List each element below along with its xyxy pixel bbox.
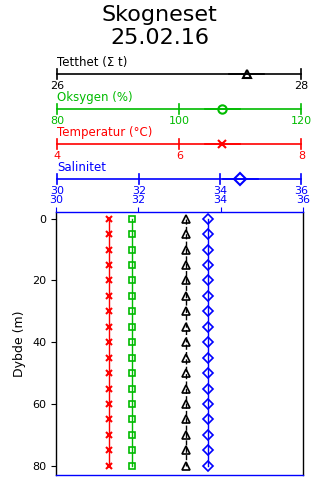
Text: 6: 6	[176, 151, 183, 161]
Text: 80: 80	[50, 116, 64, 126]
Text: 30: 30	[50, 186, 64, 196]
Text: 100: 100	[169, 116, 190, 126]
Text: 25.02.16: 25.02.16	[110, 28, 209, 48]
Text: 28: 28	[294, 81, 308, 91]
Y-axis label: Dybde (m): Dybde (m)	[13, 310, 26, 377]
Text: Tetthet (Σ t): Tetthet (Σ t)	[57, 56, 128, 69]
Text: 8: 8	[298, 151, 305, 161]
Text: 120: 120	[291, 116, 312, 126]
Text: Oksygen (%): Oksygen (%)	[57, 91, 133, 104]
Text: 32: 32	[132, 186, 146, 196]
Text: 36: 36	[294, 186, 308, 196]
Text: Skogneset: Skogneset	[102, 5, 217, 25]
Text: Salinitet: Salinitet	[57, 161, 107, 174]
Text: Temperatur (°C): Temperatur (°C)	[57, 126, 153, 139]
Text: 34: 34	[213, 186, 227, 196]
Text: 4: 4	[54, 151, 61, 161]
Text: 26: 26	[50, 81, 64, 91]
